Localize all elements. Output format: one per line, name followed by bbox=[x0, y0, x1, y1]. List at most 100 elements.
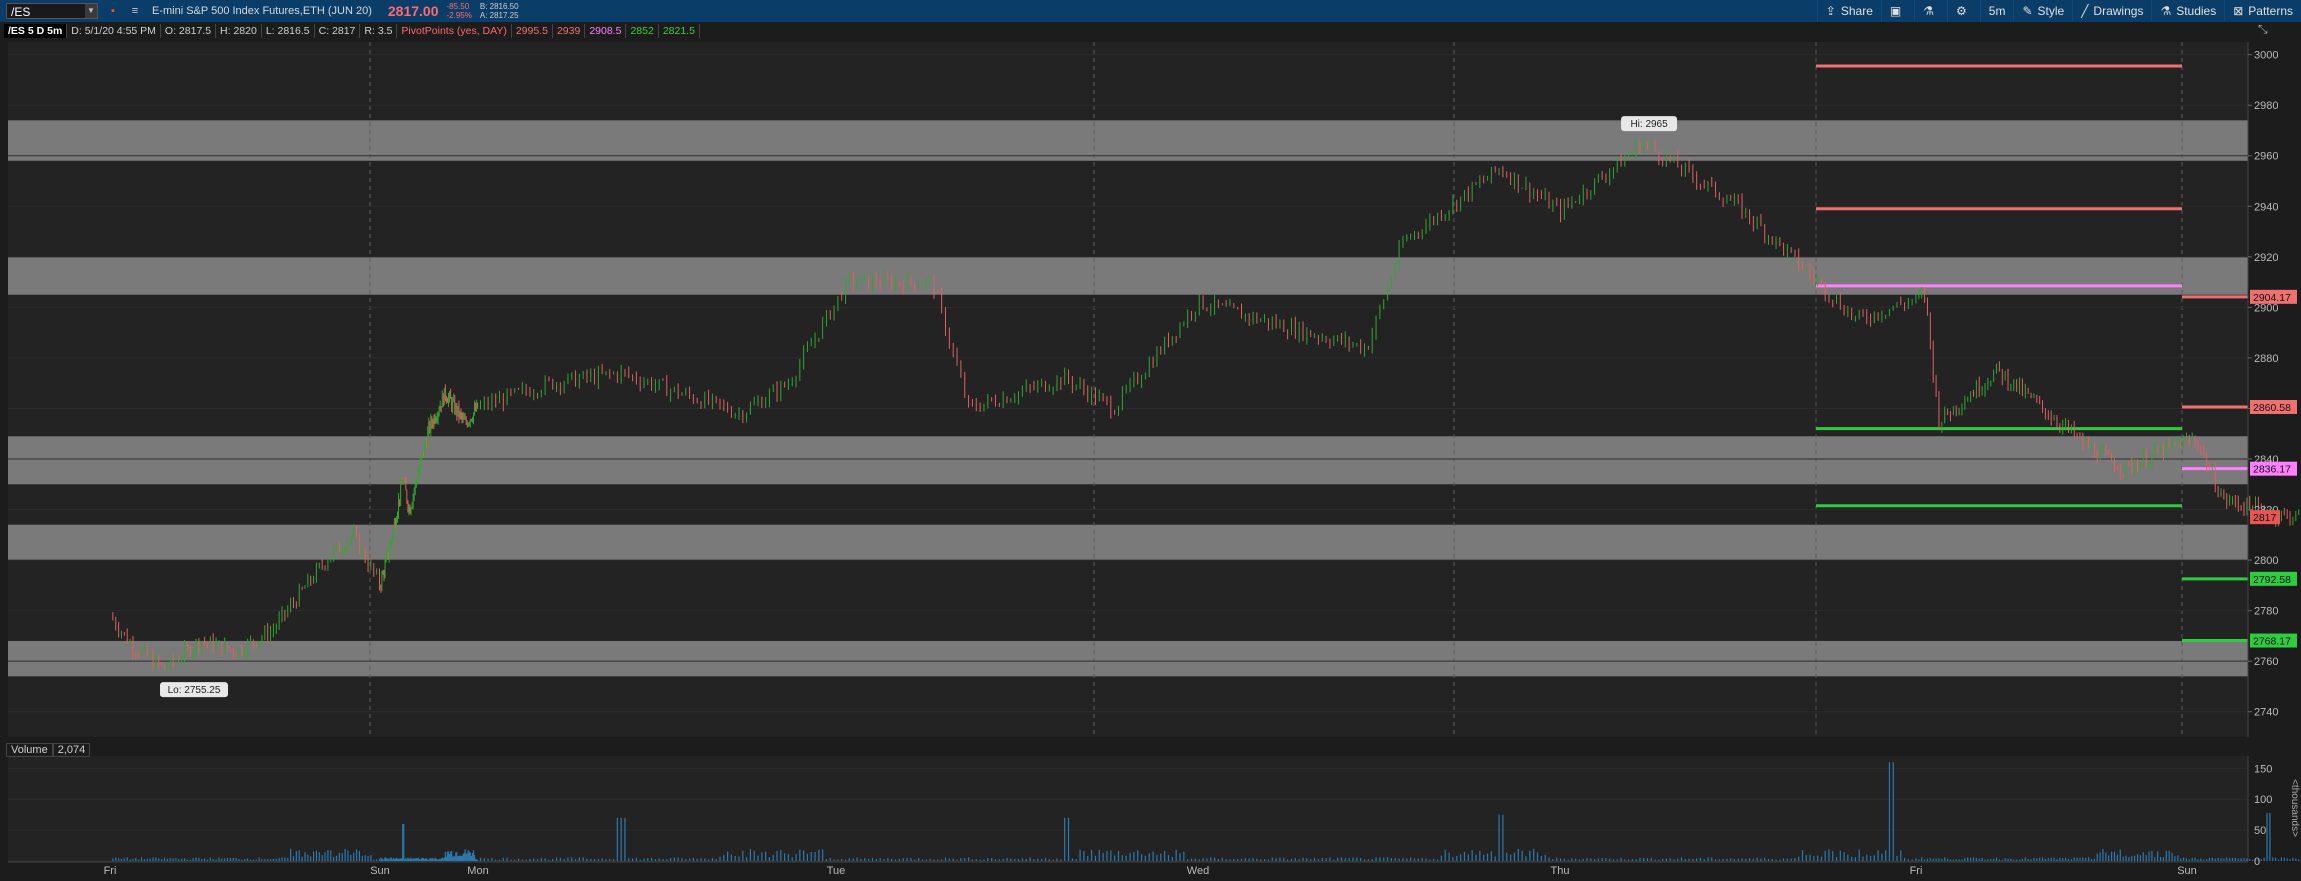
studies-label: Studies bbox=[2176, 4, 2217, 18]
level-tag-0 bbox=[2250, 289, 2297, 304]
day-label-0: Fri bbox=[104, 865, 117, 877]
time-axis[interactable]: Fri Sun Mon Tue Wed Thu Fri Sun ⤡ bbox=[8, 22, 2268, 877]
day-label-7: Sun bbox=[2177, 865, 2197, 877]
drawings-label: Drawings bbox=[2093, 4, 2144, 18]
level-tag-2 bbox=[2250, 461, 2297, 476]
price-tick-label: 2960 bbox=[2254, 151, 2278, 163]
volume-title[interactable]: Volume bbox=[6, 743, 53, 757]
zone-4 bbox=[8, 640, 2248, 677]
volume-tick-label: 100 bbox=[2254, 794, 2272, 806]
lo-label-box bbox=[160, 682, 228, 698]
hi-lo-markers: Hi: 2965 Lo: 2755.25 bbox=[160, 116, 1678, 698]
price-gridlines bbox=[8, 54, 2248, 713]
bar-open: O: 2817.5 bbox=[161, 24, 217, 38]
chevron-down-icon[interactable]: ▼ bbox=[85, 4, 97, 18]
level-tag-3 bbox=[2250, 571, 2297, 586]
settings-button[interactable]: ⚙ bbox=[1947, 0, 1980, 22]
timeframe-label: 5m bbox=[1988, 4, 2006, 18]
share-button[interactable]: ⇪ Share bbox=[1816, 0, 1881, 22]
zone-2 bbox=[8, 436, 2248, 485]
candles bbox=[112, 138, 2300, 674]
price-tick-label: 2800 bbox=[2254, 555, 2278, 567]
lo-label: Lo: 2755.25 bbox=[168, 685, 221, 696]
zoom-icon[interactable]: ⤡ bbox=[2258, 22, 2268, 36]
level-tag-label-2: 2836.17 bbox=[2253, 464, 2291, 476]
price-tick-label: 2880 bbox=[2254, 353, 2278, 365]
patterns-icon: ⊠ bbox=[2233, 4, 2244, 18]
link-icon[interactable]: ▪ bbox=[111, 5, 115, 17]
bar-low: L: 2816.5 bbox=[262, 24, 315, 38]
price-tick-label: 2760 bbox=[2254, 656, 2278, 668]
next-level-labels: 2904.17 2860.58 2836.17 2792.58 2768.17 2817 bbox=[2250, 289, 2297, 648]
volume-tick-label: 150 bbox=[2254, 763, 2272, 775]
day-label-1: Sun bbox=[370, 865, 390, 877]
price-axis[interactable]: 2740276027802800282028402860288029002920… bbox=[2247, 42, 2278, 737]
zone-3 bbox=[8, 524, 2248, 561]
style-icon: ✎ bbox=[2022, 4, 2033, 18]
day-label-2: Mon bbox=[467, 865, 488, 877]
volume-tick-label: 0 bbox=[2254, 856, 2260, 868]
snapshot-button[interactable]: ▣ bbox=[1880, 0, 1914, 22]
pivot-value-r1: 2939 bbox=[553, 24, 586, 38]
symbol-input[interactable]: /ES ▼ bbox=[6, 3, 98, 19]
pivot-value-s2: 2821.5 bbox=[659, 24, 700, 38]
gear-icon: ⚙ bbox=[1956, 4, 1967, 18]
drawings-button[interactable]: ╱ Drawings bbox=[2072, 0, 2151, 22]
price-zones bbox=[8, 120, 2248, 677]
volume-axis[interactable]: 0 50 100 150 <thousands> bbox=[2247, 756, 2300, 868]
price-tick-label: 2780 bbox=[2254, 606, 2278, 618]
price-tick-label: 3000 bbox=[2254, 50, 2278, 62]
bid-ask-stack: B: 2816.50 A: 2817.25 bbox=[480, 2, 519, 20]
net-change: -85.50 bbox=[446, 2, 470, 11]
current-price-label: 2817 bbox=[2253, 512, 2277, 524]
level-tag-label-0: 2904.17 bbox=[2253, 292, 2291, 304]
current-price-tag bbox=[2250, 510, 2280, 525]
hi-label: Hi: 2965 bbox=[1630, 119, 1668, 130]
level-tag-label-4: 2768.17 bbox=[2253, 636, 2291, 648]
patterns-label: Patterns bbox=[2248, 4, 2293, 18]
chart-symbol-label[interactable]: /ES 5 D 5m bbox=[4, 24, 68, 38]
share-label: Share bbox=[1840, 4, 1873, 18]
style-button[interactable]: ✎ Style bbox=[2013, 0, 2072, 22]
timeframe-button[interactable]: 5m bbox=[1979, 0, 2014, 22]
patterns-button[interactable]: ⊠ Patterns bbox=[2224, 0, 2301, 22]
menu-icon[interactable]: ≡ bbox=[131, 5, 139, 17]
pencil-icon: ╱ bbox=[2081, 4, 2089, 18]
last-price: 2817.00 bbox=[387, 3, 439, 19]
bid-price: B: 2816.50 bbox=[479, 2, 519, 11]
price-tick-label: 2920 bbox=[2254, 252, 2278, 264]
price-tick-label: 2980 bbox=[2254, 100, 2278, 112]
price-tick-label: 2940 bbox=[2254, 201, 2278, 213]
zone-0 bbox=[8, 120, 2248, 161]
change-stack: -85.50 -2.95% bbox=[447, 2, 472, 20]
study-name[interactable]: PivotPoints (yes, DAY) bbox=[397, 24, 512, 38]
pivot-value-pp: 2908.5 bbox=[585, 24, 627, 38]
bar-high: H: 2820 bbox=[216, 24, 262, 38]
level-tag-label-3: 2792.58 bbox=[2253, 574, 2291, 586]
pivot-lines bbox=[1816, 64, 2248, 643]
volume-tick-label: 50 bbox=[2254, 825, 2266, 837]
level-tag-1 bbox=[2250, 399, 2297, 414]
hi-label-box bbox=[1621, 116, 1678, 132]
zone-1 bbox=[8, 256, 2248, 295]
price-tick-label: 2900 bbox=[2254, 302, 2278, 314]
bar-range: R: 3.5 bbox=[360, 24, 398, 38]
ask-price: A: 2817.25 bbox=[479, 11, 519, 20]
price-tick-label: 2740 bbox=[2254, 707, 2278, 719]
volume-bars bbox=[112, 762, 2301, 861]
flask-icon: ⚗ bbox=[1923, 4, 1934, 18]
volume-last-value: 2,074 bbox=[52, 743, 91, 757]
instrument-description: E-mini S&P 500 Index Futures,ETH (JUN 20… bbox=[152, 5, 372, 17]
day-label-6: Fri bbox=[1910, 865, 1923, 877]
toolbar-tools: ⇪ Share ▣ ⚗ ⚙ 5m ✎ Style ╱ Drawings ⚗ Studie… bbox=[1816, 0, 2301, 22]
day-label-3: Tue bbox=[827, 865, 846, 877]
share-icon: ⇪ bbox=[1825, 4, 1836, 18]
day-label-4: Wed bbox=[1187, 865, 1209, 877]
studies-button[interactable]: ⚗ Studies bbox=[2151, 0, 2224, 22]
pivot-value-r2: 2995.5 bbox=[512, 24, 553, 38]
lab-button[interactable]: ⚗ bbox=[1914, 0, 1947, 22]
day-label-5: Thu bbox=[1551, 865, 1570, 877]
top-toolbar: /ES ▼ ▪ ≡ E-mini S&P 500 Index Futures,ET… bbox=[0, 0, 2301, 22]
level-tag-4 bbox=[2250, 633, 2297, 648]
